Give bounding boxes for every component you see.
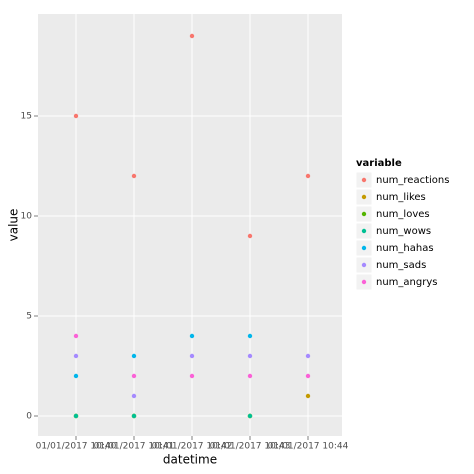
point: [131, 373, 137, 379]
y-tick-label: 5: [26, 312, 32, 322]
point: [131, 393, 137, 399]
point: [247, 353, 253, 359]
point: [73, 353, 79, 359]
x-tick-label: 01/01/2017 10:42: [152, 442, 233, 452]
legend-marker: [361, 177, 367, 183]
panel: [38, 14, 342, 436]
x-tick-label: 01/01/2017 10:40: [36, 442, 117, 452]
legend-label: num_loves: [376, 209, 430, 220]
x-axis-title: datetime: [163, 453, 217, 467]
y-tick-label: 0: [26, 412, 32, 422]
x-tick-label: 01/01/2017 10:43: [210, 442, 291, 452]
legend-title: variable: [356, 158, 402, 169]
point: [73, 113, 79, 119]
point: [305, 173, 311, 179]
legend-marker: [361, 194, 367, 200]
point: [189, 373, 195, 379]
legend-label: num_hahas: [376, 243, 434, 254]
legend-marker: [361, 262, 367, 268]
point: [247, 233, 253, 239]
legend-label: num_sads: [376, 260, 426, 271]
legend-label: num_angrys: [376, 277, 437, 288]
x-tick-label: 01/01/2017 10:44: [268, 442, 349, 452]
y-tick-label: 10: [21, 212, 33, 222]
point: [189, 333, 195, 339]
point: [73, 413, 79, 419]
y-axis-title: value: [7, 209, 21, 242]
x-tick-label: 01/01/2017 10:41: [94, 442, 175, 452]
point: [305, 353, 311, 359]
point: [247, 413, 253, 419]
legend-marker: [361, 279, 367, 285]
y-tick-label: 15: [21, 112, 32, 122]
point: [247, 373, 253, 379]
point: [305, 393, 311, 399]
point: [131, 413, 137, 419]
point: [131, 353, 137, 359]
point: [305, 373, 311, 379]
point: [189, 33, 195, 39]
point: [131, 173, 137, 179]
point: [73, 373, 79, 379]
point: [73, 333, 79, 339]
point: [247, 333, 253, 339]
legend-label: num_likes: [376, 192, 426, 203]
legend-marker: [361, 245, 367, 251]
point: [189, 353, 195, 359]
legend-label: num_reactions: [376, 175, 449, 186]
legend-marker: [361, 211, 367, 217]
legend-label: num_wows: [376, 226, 431, 237]
legend-marker: [361, 228, 367, 234]
